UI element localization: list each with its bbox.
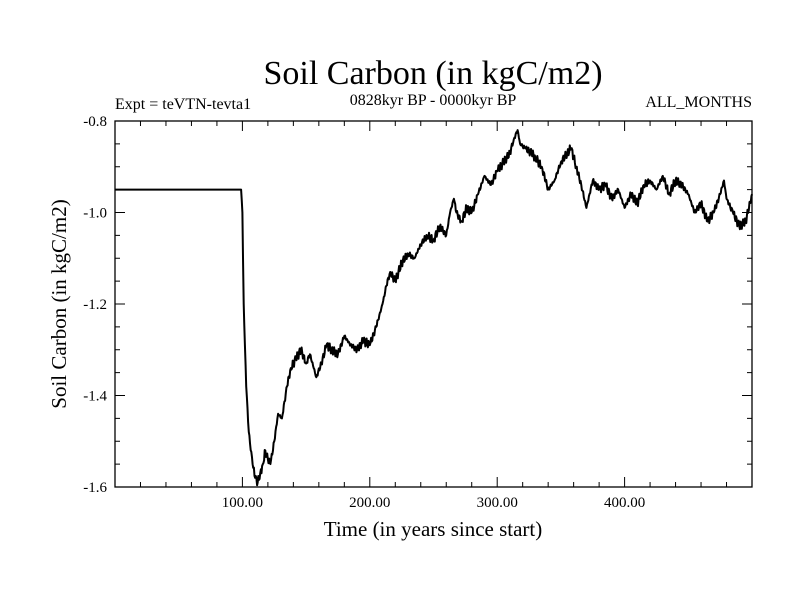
tick-marks <box>115 120 752 488</box>
months-label: ALL_MONTHS <box>645 94 752 111</box>
chart-title: Soil Carbon (in kgC/m2) <box>263 55 602 92</box>
y-axis-label: Soil Carbon (in kgC/m2) <box>47 199 71 408</box>
y-tick-label: -0.8 <box>83 114 107 130</box>
y-tick-label: -1.0 <box>83 206 107 222</box>
x-tick-label: 100.00 <box>222 495 263 511</box>
tick-labels: 100.00 200.00 300.00 400.00 -1.6 -1.4 -1.2 -1.0… <box>83 114 645 511</box>
y-tick-label: -1.6 <box>83 480 107 496</box>
y-tick-label: -1.4 <box>83 389 107 405</box>
experiment-label: Expt = teVTN-tevta1 <box>115 96 251 113</box>
x-tick-label: 400.00 <box>604 495 645 511</box>
series-line-soil-carbon <box>114 129 753 487</box>
time-range-label: 0828kyr BP - 0000kyr BP <box>350 92 517 109</box>
x-axis-label: Time (in years since start) <box>324 517 543 541</box>
x-tick-label: 300.00 <box>477 495 518 511</box>
y-tick-label: -1.2 <box>83 297 107 313</box>
x-tick-label: 200.00 <box>349 495 390 511</box>
plot-frame <box>114 120 753 488</box>
